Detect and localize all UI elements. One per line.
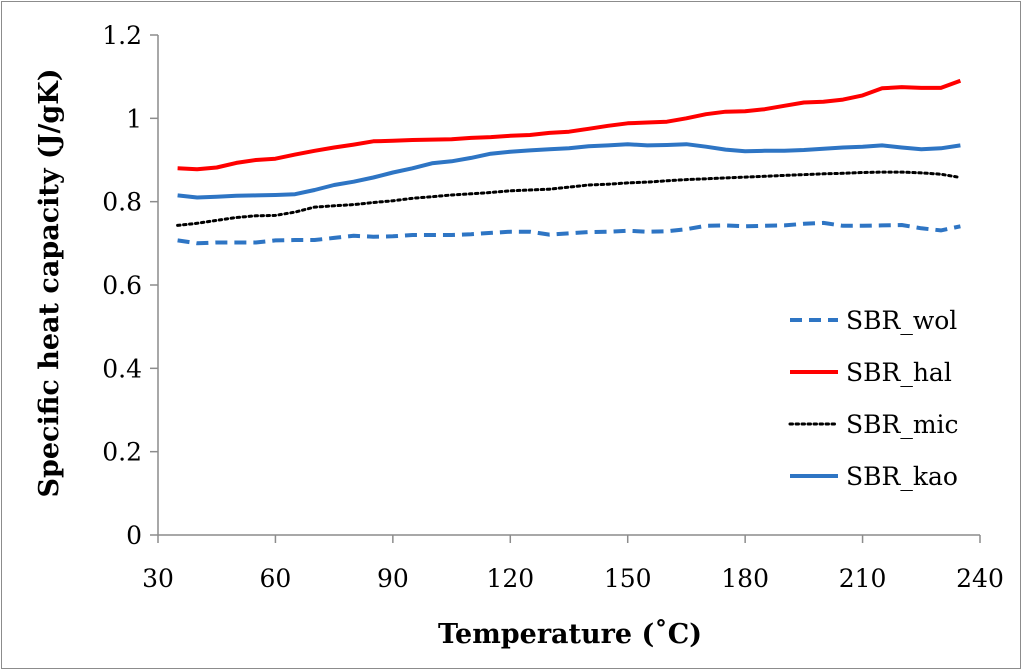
legend: SBR_wol SBR_hal SBR_mic SBR_kao <box>788 306 959 491</box>
y-tick-label: 0 <box>126 521 142 550</box>
series-line-sbr-hal <box>177 78 962 172</box>
series-line-sbr-kao <box>177 142 961 200</box>
series-line-sbr-mic <box>176 170 962 227</box>
y-tick-label: 0.4 <box>102 354 142 383</box>
axes <box>157 35 980 536</box>
legend-label: SBR_hal <box>846 358 952 387</box>
y-tick-label: 0.8 <box>102 188 142 217</box>
y-tick-label: 0.6 <box>102 271 142 300</box>
legend-label: SBR_wol <box>846 306 957 335</box>
x-tick-label: 30 <box>142 564 174 593</box>
y-tick-label: 1.2 <box>102 21 142 50</box>
y-tick-label: 1 <box>126 104 142 133</box>
series-line-sbr-wol <box>177 220 961 246</box>
ticks: 0 0.2 0.4 0.6 0.8 1 1.2 30 60 90 120 150 180 210 240 <box>102 21 1004 593</box>
legend-label: SBR_kao <box>846 462 958 491</box>
x-tick-label: 240 <box>956 564 1004 593</box>
legend-label: SBR_mic <box>846 410 959 439</box>
x-tick-label: 120 <box>486 564 534 593</box>
x-tick-label: 90 <box>377 564 409 593</box>
x-tick-label: 150 <box>604 564 652 593</box>
y-axis-title: Specific heat capacity (J/gK) <box>34 69 65 498</box>
x-tick-label: 60 <box>260 564 292 593</box>
plot-lines <box>176 78 962 246</box>
y-tick-label: 0.2 <box>102 438 142 467</box>
x-tick-label: 210 <box>839 564 887 593</box>
x-axis-title: Temperature (˚C) <box>438 618 702 650</box>
x-tick-label: 180 <box>721 564 769 593</box>
